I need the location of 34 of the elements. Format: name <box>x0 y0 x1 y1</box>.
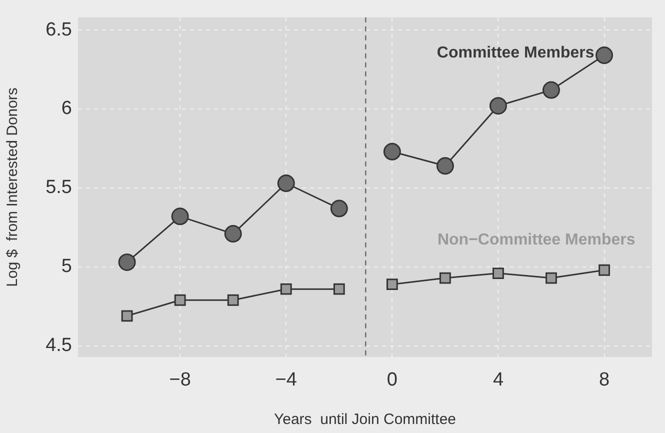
x-tick-label: −8 <box>169 370 191 391</box>
point <box>277 174 295 192</box>
point <box>280 283 292 295</box>
x-tick-label: 8 <box>598 370 610 391</box>
point <box>440 272 451 284</box>
point <box>330 200 348 218</box>
series-label: Committee Members <box>436 44 594 62</box>
y-tick-label: 6.5 <box>46 19 72 40</box>
point <box>171 208 189 226</box>
y-tick-label: 4.5 <box>46 335 72 356</box>
x-tick-label: 4 <box>492 370 504 391</box>
x-tick-label: 0 <box>386 370 398 391</box>
point <box>542 81 560 99</box>
point <box>598 264 610 276</box>
point <box>489 97 507 115</box>
y-tick-label: 6 <box>61 98 72 120</box>
point <box>121 310 133 322</box>
series-label: Non−Committee Members <box>437 232 636 249</box>
x-tick-label: −4 <box>275 370 298 391</box>
point <box>118 253 136 271</box>
y-tick-label: 5.5 <box>46 177 72 198</box>
point <box>224 225 242 243</box>
point <box>174 294 186 306</box>
point <box>333 283 345 295</box>
point <box>436 157 454 175</box>
point <box>596 46 614 64</box>
x-axis-title: Years until Join Committee <box>274 411 456 428</box>
point <box>546 272 557 284</box>
point <box>386 278 398 290</box>
point <box>383 142 401 160</box>
point <box>227 294 239 306</box>
y-tick-label: 5 <box>61 256 72 278</box>
y-axis-title: Log $ from Interested Donors <box>4 88 22 287</box>
point <box>492 268 504 279</box>
